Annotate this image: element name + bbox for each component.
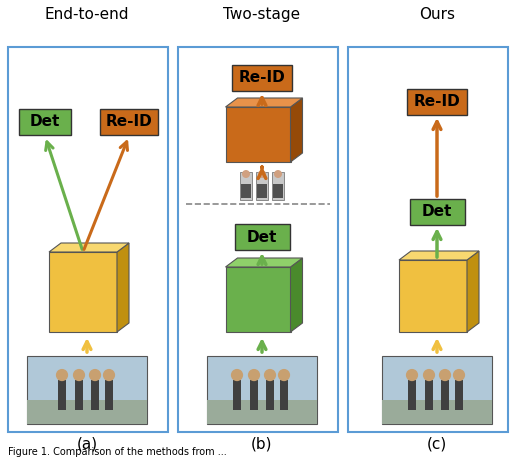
FancyBboxPatch shape	[250, 380, 258, 410]
FancyBboxPatch shape	[100, 109, 158, 135]
FancyBboxPatch shape	[280, 380, 288, 410]
Polygon shape	[225, 107, 290, 162]
FancyBboxPatch shape	[105, 380, 113, 410]
Polygon shape	[290, 258, 302, 332]
FancyBboxPatch shape	[257, 184, 267, 198]
Text: Ours: Ours	[419, 7, 455, 22]
Circle shape	[56, 369, 68, 381]
Circle shape	[258, 170, 266, 178]
FancyBboxPatch shape	[207, 400, 317, 424]
FancyBboxPatch shape	[272, 172, 284, 200]
Text: End-to-end: End-to-end	[45, 7, 129, 22]
FancyBboxPatch shape	[425, 380, 433, 410]
Circle shape	[103, 369, 115, 381]
FancyBboxPatch shape	[27, 400, 147, 424]
FancyBboxPatch shape	[91, 380, 99, 410]
Text: (a): (a)	[77, 437, 97, 451]
Text: Det: Det	[422, 205, 452, 219]
Polygon shape	[467, 251, 479, 332]
FancyBboxPatch shape	[233, 380, 241, 410]
FancyBboxPatch shape	[27, 356, 147, 424]
Circle shape	[242, 170, 250, 178]
Text: (c): (c)	[427, 437, 447, 451]
Circle shape	[423, 369, 435, 381]
Circle shape	[248, 369, 260, 381]
Text: Two-stage: Two-stage	[223, 7, 301, 22]
FancyBboxPatch shape	[348, 47, 508, 432]
Circle shape	[439, 369, 451, 381]
FancyBboxPatch shape	[58, 380, 66, 410]
FancyBboxPatch shape	[382, 356, 492, 424]
Circle shape	[274, 170, 282, 178]
FancyBboxPatch shape	[240, 172, 252, 200]
Circle shape	[264, 369, 276, 381]
Circle shape	[406, 369, 418, 381]
Circle shape	[453, 369, 465, 381]
FancyBboxPatch shape	[232, 65, 292, 91]
FancyBboxPatch shape	[19, 109, 71, 135]
FancyBboxPatch shape	[441, 380, 449, 410]
FancyBboxPatch shape	[207, 356, 317, 424]
Circle shape	[89, 369, 101, 381]
Text: Re-ID: Re-ID	[106, 115, 152, 129]
FancyBboxPatch shape	[235, 224, 289, 250]
FancyBboxPatch shape	[407, 89, 467, 115]
Polygon shape	[225, 258, 302, 267]
FancyBboxPatch shape	[8, 47, 168, 432]
Polygon shape	[225, 98, 302, 107]
Polygon shape	[399, 260, 467, 332]
Polygon shape	[49, 252, 117, 332]
FancyBboxPatch shape	[455, 380, 463, 410]
FancyBboxPatch shape	[75, 380, 83, 410]
Text: Det: Det	[247, 230, 277, 244]
Polygon shape	[290, 98, 302, 162]
Polygon shape	[117, 243, 129, 332]
FancyBboxPatch shape	[408, 380, 416, 410]
Circle shape	[231, 369, 243, 381]
FancyBboxPatch shape	[241, 184, 251, 198]
Polygon shape	[225, 267, 290, 332]
FancyBboxPatch shape	[273, 184, 283, 198]
Text: Re-ID: Re-ID	[238, 71, 286, 85]
Text: Re-ID: Re-ID	[413, 95, 461, 109]
Polygon shape	[49, 243, 129, 252]
FancyBboxPatch shape	[178, 47, 338, 432]
FancyBboxPatch shape	[409, 199, 464, 225]
Text: Det: Det	[30, 115, 60, 129]
Text: Figure 1. Comparison of the methods from ...: Figure 1. Comparison of the methods from…	[8, 447, 227, 457]
FancyBboxPatch shape	[382, 400, 492, 424]
Circle shape	[278, 369, 290, 381]
Polygon shape	[399, 251, 479, 260]
FancyBboxPatch shape	[256, 172, 268, 200]
Circle shape	[73, 369, 85, 381]
FancyBboxPatch shape	[266, 380, 274, 410]
Text: (b): (b)	[251, 437, 273, 451]
